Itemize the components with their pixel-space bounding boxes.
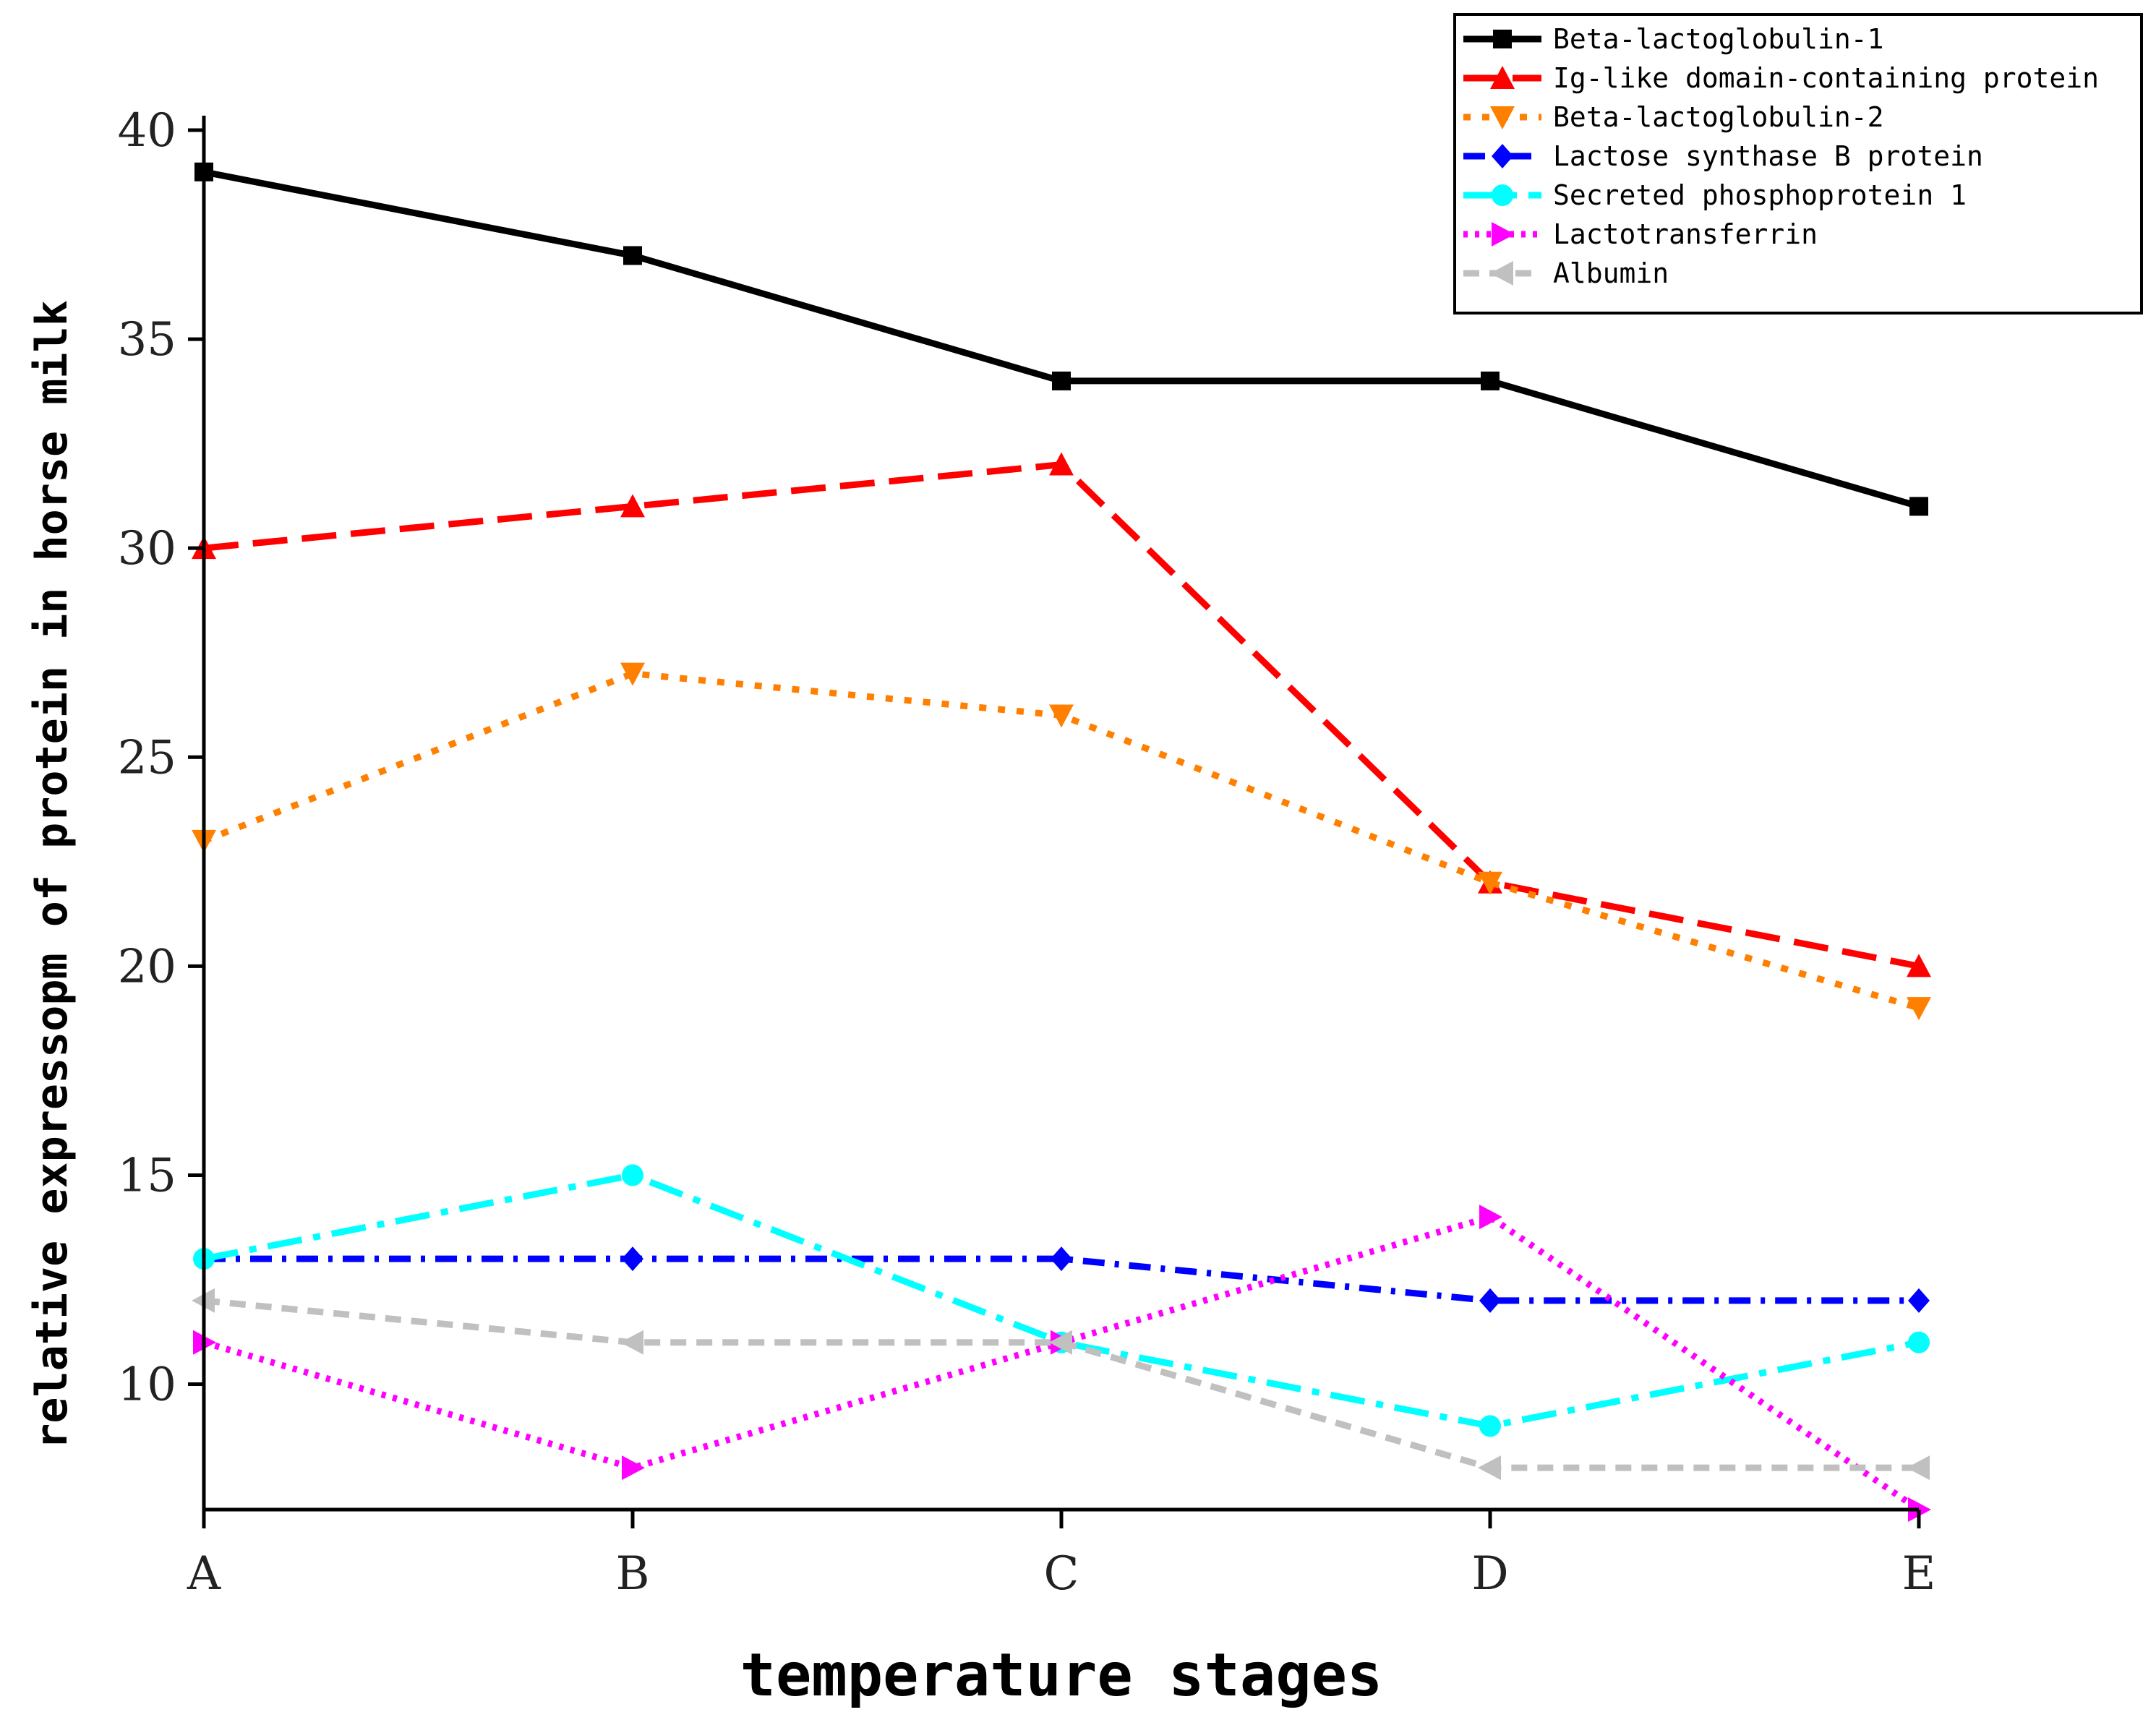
legend-marker-1 [1493,30,1512,48]
y-tick-label-40: 40 [118,104,176,158]
series-line-5 [203,1171,1920,1429]
data-point-s7-D [1478,1455,1501,1481]
legend-label-5: Secreted phosphoprotein 1 [1553,179,1967,211]
data-point-s3-D [1478,871,1502,895]
y-axis-title: relative expressopm of protein in horse … [27,300,77,1449]
data-point-s1-C [1052,371,1071,390]
x-tick-label-C: C [1044,1547,1079,1601]
y-tick-label-15: 15 [118,1149,176,1202]
data-point-s6-B [622,1455,645,1481]
y-tick-label-30: 30 [118,522,176,576]
data-point-s5-D [1479,1415,1501,1437]
x-tick-label-D: D [1471,1547,1508,1601]
x-tick-label-B: B [615,1547,649,1601]
data-point-s7-B [620,1330,643,1355]
data-point-s2-E [1907,954,1931,977]
data-point-s4-B [622,1246,643,1272]
legend: Beta-lactoglobulin-1 Ig-like domain-conta… [1453,13,2143,315]
legend-label-2: Ig-like domain-containing protein [1553,62,2099,94]
data-point-s2-C [1049,452,1074,476]
data-point-s7-C [1049,1330,1072,1355]
data-point-s1-D [1481,371,1500,390]
data-point-s4-E [1908,1288,1930,1313]
data-point-s6-D [1479,1205,1502,1230]
data-point-s1-B [623,246,642,265]
x-axis-title: temperature stages [740,1641,1383,1710]
legend-label-1: Beta-lactoglobulin-1 [1553,23,1884,55]
x-tick-label-A: A [187,1547,221,1601]
data-point-s5-E [1908,1331,1930,1353]
legend-marker-6 [1492,222,1515,247]
series-line-7 [203,1297,1919,1471]
data-point-s7-E [1907,1455,1930,1481]
axes: 10 15 20 25 30 35 40 A B C D E [118,104,1936,1601]
data-point-s3-E [1907,997,1931,1021]
legend-label-4: Lactose synthase B protein [1553,140,1983,172]
legend-label-3: Beta-lactoglobulin-2 [1553,101,1884,133]
data-point-s3-C [1049,704,1074,728]
legend-box [1453,13,2143,315]
y-tick-label-35: 35 [118,313,176,367]
legend-marker-4 [1492,144,1513,168]
data-point-s4-C [1051,1246,1072,1272]
legend-marker-2 [1490,66,1515,89]
legend-label-7: Albumin [1553,257,1669,289]
legend-marker-3 [1490,106,1515,129]
series-line-4 [204,1255,1919,1304]
x-tick-label-E: E [1902,1547,1936,1601]
y-tick-label-25: 25 [118,731,176,784]
legend-marker-5 [1492,184,1513,206]
y-tick-label-10: 10 [118,1359,176,1412]
legend-label-6: Lactotransferrin [1553,218,1818,250]
data-point-s5-B [622,1164,643,1186]
data-point-s4-D [1479,1288,1501,1313]
data-point-s1-E [1909,497,1928,516]
legend-marker-7 [1490,261,1513,286]
data-point-s3-B [620,662,645,686]
data-point-s2-B [620,494,645,518]
plot-area [192,162,1931,1522]
series-line-3 [202,670,1920,1011]
y-tick-label-20: 20 [118,940,176,993]
